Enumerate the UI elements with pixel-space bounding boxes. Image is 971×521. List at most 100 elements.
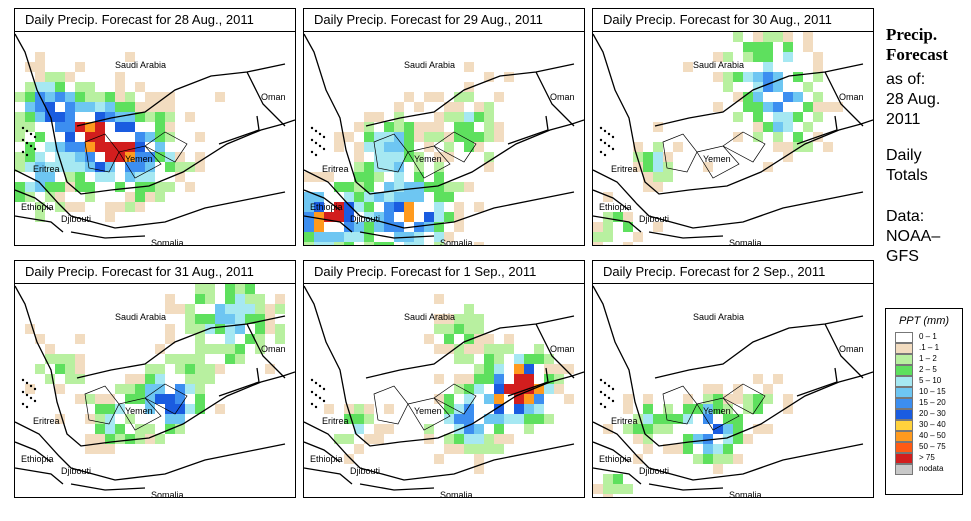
precip-cell [434, 314, 444, 324]
precip-cell [534, 384, 544, 394]
precip-cell [344, 404, 354, 414]
precip-cell [763, 384, 773, 394]
precip-cell [474, 464, 484, 474]
place-label-eritrea: Eritrea [33, 416, 60, 426]
precip-cell [414, 182, 424, 192]
precip-cell [703, 404, 713, 414]
precip-cell [733, 414, 743, 424]
precip-cell [85, 152, 95, 162]
place-label-djibouti: Djibouti [639, 466, 669, 476]
precip-cell [344, 192, 354, 202]
forecast-panel-aug29: Daily Precip. Forecast for 29 Aug., 2011… [303, 8, 585, 246]
precip-cell [45, 82, 55, 92]
precip-cell [404, 202, 414, 212]
precip-cell [713, 404, 723, 414]
precip-cell [344, 434, 354, 444]
precip-cell [55, 82, 65, 92]
precip-cell [374, 192, 384, 202]
precip-cell [55, 354, 65, 364]
precip-cell [65, 102, 75, 112]
precip-cell [464, 374, 474, 384]
precip-cell [484, 344, 494, 354]
precip-cell [494, 122, 504, 132]
island-dot [29, 132, 33, 136]
precip-cell [384, 424, 394, 434]
precip-cell [95, 424, 105, 434]
precip-cell [105, 102, 115, 112]
legend-item: 40 – 50 [895, 431, 962, 442]
precip-cell [105, 172, 115, 182]
precip-cell [195, 152, 205, 162]
precip-cell [35, 132, 45, 142]
precip-cell [663, 162, 673, 172]
precip-cell [65, 374, 75, 384]
precip-cell [165, 404, 175, 414]
precip-cell [364, 434, 374, 444]
precip-cell [354, 122, 364, 132]
island-dot [318, 396, 322, 400]
precip-cell [304, 172, 314, 182]
heading-line1: Precip. [886, 25, 938, 44]
precip-cell [414, 192, 424, 202]
precip-cell [75, 202, 85, 212]
legend-label: 50 – 75 [919, 442, 946, 451]
precip-cell [85, 82, 95, 92]
precip-cell [414, 122, 424, 132]
precip-cell [743, 102, 753, 112]
precip-cell [85, 122, 95, 132]
precip-cell [524, 424, 534, 434]
precip-cell [225, 344, 235, 354]
precip-cell [524, 374, 534, 384]
precip-cell [364, 182, 374, 192]
precip-cell [175, 364, 185, 374]
precip-cell [145, 192, 155, 202]
precip-cell [125, 102, 135, 112]
precip-cell [105, 394, 115, 404]
precip-cell [743, 92, 753, 102]
precip-cell [35, 182, 45, 192]
precip-cell [165, 414, 175, 424]
precip-cell [494, 384, 504, 394]
precip-cell [65, 92, 75, 102]
precip-cell [55, 162, 65, 172]
precip-cell [55, 92, 65, 102]
africa-coast [15, 169, 286, 229]
precip-cell [753, 404, 763, 414]
precip-cell [504, 334, 514, 344]
precip-cell [135, 192, 145, 202]
eritrea-border [304, 441, 341, 463]
precip-cell [165, 334, 175, 344]
island-dot [603, 129, 607, 133]
precip-cell [763, 122, 773, 132]
precip-cell [45, 354, 55, 364]
precip-cell [593, 222, 603, 232]
coastline [304, 285, 584, 447]
precip-cell [723, 404, 733, 414]
precip-cell [454, 324, 464, 334]
precip-cell [35, 334, 45, 344]
precip-cell [643, 414, 653, 424]
precip-cell [603, 232, 613, 242]
side-heading: Precip. Forecast [886, 25, 970, 65]
precip-cell [324, 404, 334, 414]
precip-cell [155, 364, 165, 374]
precip-cell [95, 112, 105, 122]
precip-cell [185, 314, 195, 324]
precip-cell [55, 202, 65, 212]
precip-cell [464, 324, 474, 334]
precip-cell [484, 334, 494, 344]
precip-cell [155, 102, 165, 112]
governorate-lines [373, 383, 477, 431]
precip-cell [65, 364, 75, 374]
precip-cell [434, 212, 444, 222]
precip-cell [135, 374, 145, 384]
precip-cell [374, 112, 384, 122]
legend-label: 30 – 40 [919, 420, 946, 429]
precip-cell [454, 354, 464, 364]
precip-cell [603, 212, 613, 222]
precip-cell [803, 142, 813, 152]
precip-cell [314, 202, 324, 212]
precip-cell [185, 324, 195, 334]
precip-cell [743, 42, 753, 52]
precip-cell [434, 92, 444, 102]
